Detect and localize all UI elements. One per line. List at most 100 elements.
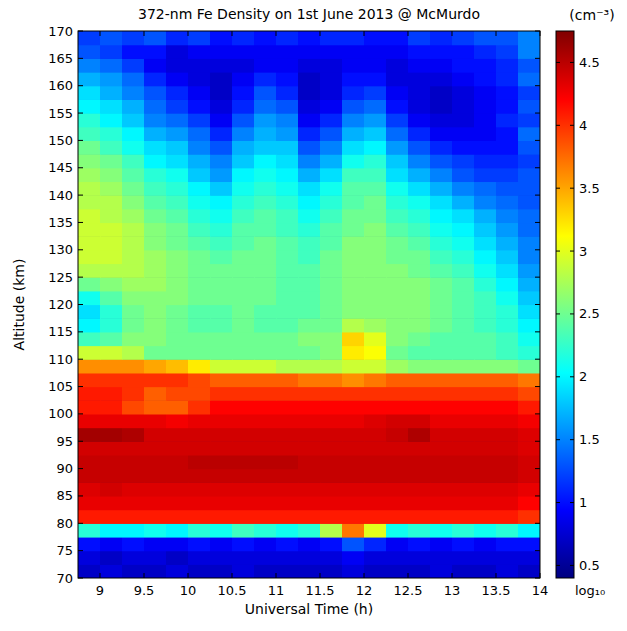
cell <box>166 551 189 565</box>
cell <box>166 305 189 319</box>
cell <box>166 154 189 168</box>
cell <box>276 168 299 182</box>
x-tick-top <box>232 31 233 36</box>
cell <box>232 305 255 319</box>
colorbar-tick-right <box>570 502 574 503</box>
cell <box>166 222 189 236</box>
cell <box>144 263 167 277</box>
cell <box>320 455 343 469</box>
cell <box>254 236 277 250</box>
cell <box>474 387 497 401</box>
cell <box>518 305 540 319</box>
x-tick <box>232 573 233 578</box>
cell <box>518 236 540 250</box>
cell <box>232 195 255 209</box>
cell <box>430 45 453 59</box>
cell <box>386 400 409 414</box>
cell <box>496 222 519 236</box>
cell <box>210 400 233 414</box>
x-tick-top <box>452 31 453 36</box>
cell <box>254 277 277 291</box>
cell <box>386 387 409 401</box>
y-tick-right <box>535 249 540 250</box>
cell <box>78 564 101 578</box>
cell <box>408 441 431 455</box>
cell <box>474 195 497 209</box>
cell <box>320 31 343 45</box>
cell <box>100 455 123 469</box>
cell <box>100 140 123 154</box>
cell <box>320 537 343 551</box>
cell <box>342 154 365 168</box>
x-tick <box>408 573 409 578</box>
cell <box>364 222 387 236</box>
cell <box>210 250 233 264</box>
cell <box>408 236 431 250</box>
cell <box>188 277 211 291</box>
cell <box>100 441 123 455</box>
cell <box>210 496 233 510</box>
cell <box>408 31 431 45</box>
cell <box>298 564 321 578</box>
cell <box>342 72 365 86</box>
y-tick-right <box>535 167 540 168</box>
cell <box>210 58 233 72</box>
cell <box>430 523 453 537</box>
cell <box>144 31 167 45</box>
cell <box>254 181 277 195</box>
cell <box>386 236 409 250</box>
cell <box>188 222 211 236</box>
cell <box>78 72 101 86</box>
cell <box>518 291 540 305</box>
cell <box>320 428 343 442</box>
y-tick-label: 170 <box>48 24 73 39</box>
cell <box>430 510 453 524</box>
cell <box>452 222 475 236</box>
cell <box>122 250 145 264</box>
cell <box>188 441 211 455</box>
cell <box>122 31 145 45</box>
cell <box>188 195 211 209</box>
cell <box>144 400 167 414</box>
cell <box>100 482 123 496</box>
cell <box>78 236 101 250</box>
cell <box>210 523 233 537</box>
cell <box>298 455 321 469</box>
cell <box>320 236 343 250</box>
cell <box>100 510 123 524</box>
cell <box>496 564 519 578</box>
cell <box>408 305 431 319</box>
cell <box>518 537 540 551</box>
cell <box>122 523 145 537</box>
cell <box>518 564 540 578</box>
cell <box>254 428 277 442</box>
cell <box>166 482 189 496</box>
cell <box>496 305 519 319</box>
cell <box>386 332 409 346</box>
cell <box>408 496 431 510</box>
cell <box>474 181 497 195</box>
cell <box>188 140 211 154</box>
cell <box>364 45 387 59</box>
cell <box>430 455 453 469</box>
y-tick-right <box>535 413 540 414</box>
cell <box>78 414 101 428</box>
cell <box>364 359 387 373</box>
cell <box>452 359 475 373</box>
cell <box>78 168 101 182</box>
cell <box>452 236 475 250</box>
cell <box>364 414 387 428</box>
cell <box>474 346 497 360</box>
cell <box>386 359 409 373</box>
cell <box>408 510 431 524</box>
cell <box>408 318 431 332</box>
cell <box>122 414 145 428</box>
cell <box>408 332 431 346</box>
cell <box>364 469 387 483</box>
cell <box>232 387 255 401</box>
cell <box>78 373 101 387</box>
cell <box>342 45 365 59</box>
cell <box>430 441 453 455</box>
cell <box>474 510 497 524</box>
x-tick-label: 9 <box>96 583 104 598</box>
